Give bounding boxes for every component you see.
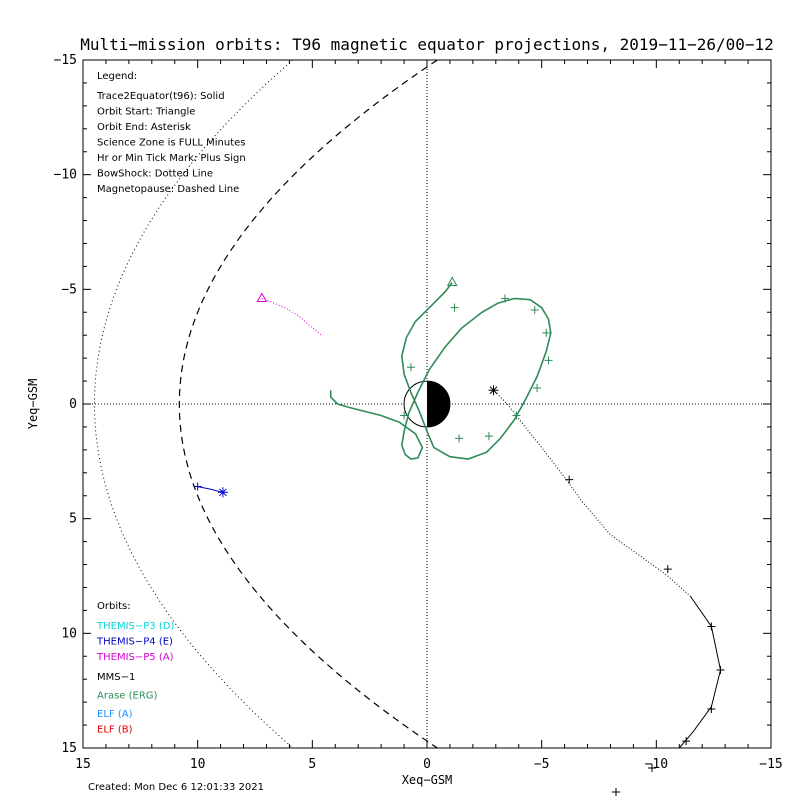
x-tick-label: −15	[759, 757, 782, 772]
mission-label: ELF (B)	[97, 725, 133, 736]
orbit-trace-solid	[678, 596, 722, 749]
earth	[403, 380, 451, 428]
y-tick-label: 0	[69, 397, 77, 412]
magnetopause-line	[178, 60, 438, 748]
y-tick-label: −10	[54, 168, 77, 183]
y-axis-label: Yeq−GSM	[26, 379, 40, 430]
created-timestamp: Created: Mon Dec 6 12:01:33 2021	[88, 782, 264, 793]
orbit-mms-1	[488, 385, 725, 749]
orbit-tick-mark	[707, 622, 716, 631]
legend-line: Hr or Min Tick Mark: Plus Sign	[97, 153, 246, 164]
x-tick-label: 15	[75, 757, 91, 772]
x-tick-label: 5	[308, 757, 316, 772]
orbit-end-marker	[488, 385, 499, 396]
axes: 15 10 5 0 −5 −10 −15 −15 −10 −5 0 5 10 15	[54, 53, 783, 772]
orbit-tick-mark	[450, 303, 459, 312]
mission-label: THEMIS−P5 (A)	[96, 652, 174, 663]
x-tick-label: −10	[645, 757, 668, 772]
y-tick-label: 10	[61, 626, 77, 641]
orbit-tick-mark	[565, 475, 574, 484]
orbit-trace	[261, 298, 322, 336]
extra-marks	[612, 764, 656, 796]
orbit-tick-mark	[400, 411, 409, 420]
legend-line: Science Zone is FULL Minutes	[97, 138, 246, 149]
orbit-tick-mark	[406, 363, 415, 372]
x-axis-label: Xeq−GSM	[402, 773, 453, 787]
x-tick-label: −5	[534, 757, 550, 772]
legend-line: Magnetopause: Dashed Line	[97, 184, 239, 195]
y-tick-label: −5	[61, 282, 77, 297]
orbit-tick-mark	[533, 383, 542, 392]
mission-label: ELF (A)	[97, 709, 133, 720]
legend: Legend: Trace2Equator(t96): Solid Orbit St…	[96, 71, 246, 195]
orbit-tick-mark	[707, 705, 716, 714]
orbit-list: Orbits: THEMIS−P3 (D) THEMIS−P4 (E) THEMIS−…	[96, 601, 174, 736]
stray-tick-mark	[648, 764, 656, 772]
orbit-tick-mark	[455, 434, 464, 443]
orbit-tick-mark	[530, 305, 539, 314]
chart-title: Multi−mission orbits: T96 magnetic equat…	[80, 35, 774, 54]
orbit-tick-mark	[682, 737, 691, 746]
legend-line: Orbit End: Asterisk	[97, 122, 191, 133]
orbit-arase-erg-	[329, 276, 553, 460]
orbit-tick-mark	[193, 482, 202, 491]
legend-line: Trace2Equator(t96): Solid	[96, 91, 225, 102]
orbit-trace-dotted	[493, 389, 692, 597]
y-tick-label: 15	[61, 741, 77, 756]
orbit-trace	[329, 282, 552, 460]
orbit-themis-p5-a-	[256, 292, 322, 336]
legend-line: BowShock: Dotted Line	[97, 169, 213, 180]
mission-label: THEMIS−P3 (D)	[96, 621, 174, 632]
orbits-title: Orbits:	[97, 601, 131, 612]
orbits	[193, 276, 725, 749]
x-tick-label: 0	[423, 757, 431, 772]
orbit-themis-p4-e-	[193, 482, 228, 498]
orbit-start-marker	[256, 292, 268, 303]
orbit-tick-mark	[542, 328, 551, 337]
orbit-tick-mark	[544, 356, 553, 365]
mission-label: THEMIS−P4 (E)	[96, 637, 173, 648]
boundaries	[94, 60, 438, 748]
legend-line: Orbit Start: Triangle	[97, 107, 195, 118]
orbit-tick-mark	[716, 666, 725, 675]
mission-label: Arase (ERG)	[97, 690, 158, 701]
earth-nightside	[427, 381, 450, 427]
orbit-trace	[197, 486, 224, 493]
stray-tick-mark	[612, 788, 620, 796]
legend-title: Legend:	[97, 71, 137, 82]
x-tick-label: 10	[190, 757, 206, 772]
orbit-tick-mark	[512, 411, 521, 420]
orbit-tick-mark	[484, 432, 493, 441]
y-tick-label: −15	[54, 53, 77, 68]
y-tick-label: 5	[69, 512, 77, 527]
orbit-start-marker	[446, 276, 458, 286]
mission-label: MMS−1	[97, 672, 135, 683]
orbit-tick-mark	[663, 565, 672, 574]
orbit-tick-mark	[500, 294, 509, 303]
orbit-end-marker	[217, 487, 228, 498]
